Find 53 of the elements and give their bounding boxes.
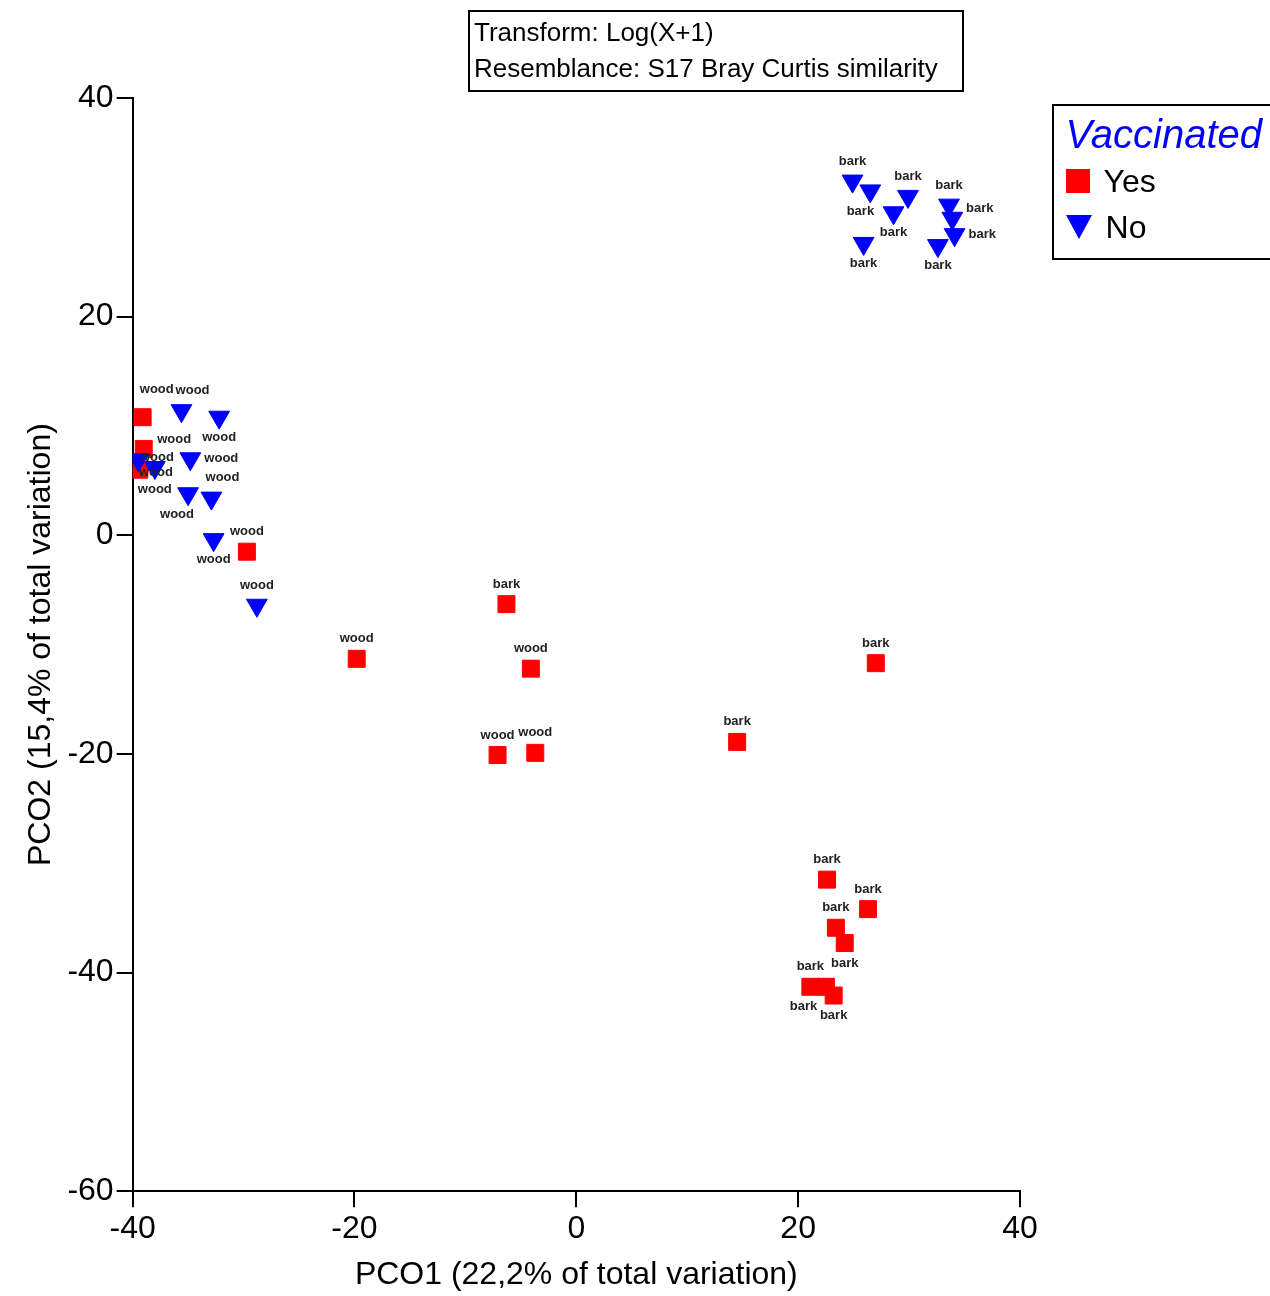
data-label: bark: [924, 257, 953, 273]
legend-title: Vaccinated: [1065, 111, 1262, 158]
data-label: bark: [819, 1007, 849, 1023]
y-tick-label: -60: [67, 1171, 114, 1208]
data-label: wood: [512, 640, 548, 656]
data-label: wood: [204, 469, 240, 485]
legend-label: No: [1105, 208, 1147, 247]
data-label: bark: [492, 575, 521, 591]
data-label: bark: [894, 167, 923, 183]
data-label: bark: [968, 226, 997, 242]
data-label: bark: [796, 958, 825, 974]
text: Transform: Log(X+1): [474, 16, 715, 49]
x-tick-label: -20: [331, 1209, 378, 1246]
x-tick-label: 20: [780, 1209, 816, 1246]
data-label: wood: [138, 381, 174, 397]
x-axis-title: PCO1 (22,2% of total variation): [354, 1254, 798, 1291]
data-label: bark: [838, 152, 868, 168]
data-label: wood: [136, 481, 172, 497]
data-label: wood: [228, 523, 264, 539]
data-label: wood: [479, 726, 515, 742]
data-label: bark: [822, 899, 851, 915]
data-label: wood: [338, 630, 374, 646]
y-axis-title: PCO2 (15,4% of total variation): [21, 423, 58, 867]
legend-label: Yes: [1103, 162, 1156, 201]
data-label: bark: [846, 202, 875, 218]
y-tick-label: 40: [78, 77, 114, 114]
data-label: wood: [517, 724, 553, 740]
data-label: bark: [862, 634, 891, 650]
y-tick-label: 20: [78, 296, 114, 333]
data-label: wood: [201, 428, 237, 444]
data-label: bark: [966, 199, 995, 215]
data-label: bark: [854, 880, 883, 896]
data-label: bark: [789, 998, 818, 1014]
data-label: wood: [195, 551, 231, 567]
y-tick-label: -40: [67, 952, 114, 989]
data-label: wood: [174, 381, 210, 397]
data-label: bark: [813, 851, 842, 867]
text: Resemblance: S17 Bray Curtis similarity: [474, 52, 938, 85]
x-tick-label: -40: [109, 1209, 156, 1246]
data-label: wood: [156, 430, 192, 446]
data-label: wood: [159, 505, 195, 521]
y-tick-label: -20: [67, 733, 114, 770]
data-label: bark: [879, 224, 909, 240]
x-tick-label: 0: [567, 1209, 586, 1246]
y-tick-label: 0: [95, 515, 114, 552]
data-label: bark: [723, 713, 752, 729]
data-label: wood: [137, 464, 173, 480]
data-label: bark: [935, 176, 964, 192]
x-tick-label: 40: [1002, 1209, 1038, 1246]
data-label: wood: [203, 450, 239, 466]
data-label: wood: [238, 576, 274, 592]
data-label: bark: [831, 954, 860, 970]
data-label: bark: [849, 254, 879, 270]
